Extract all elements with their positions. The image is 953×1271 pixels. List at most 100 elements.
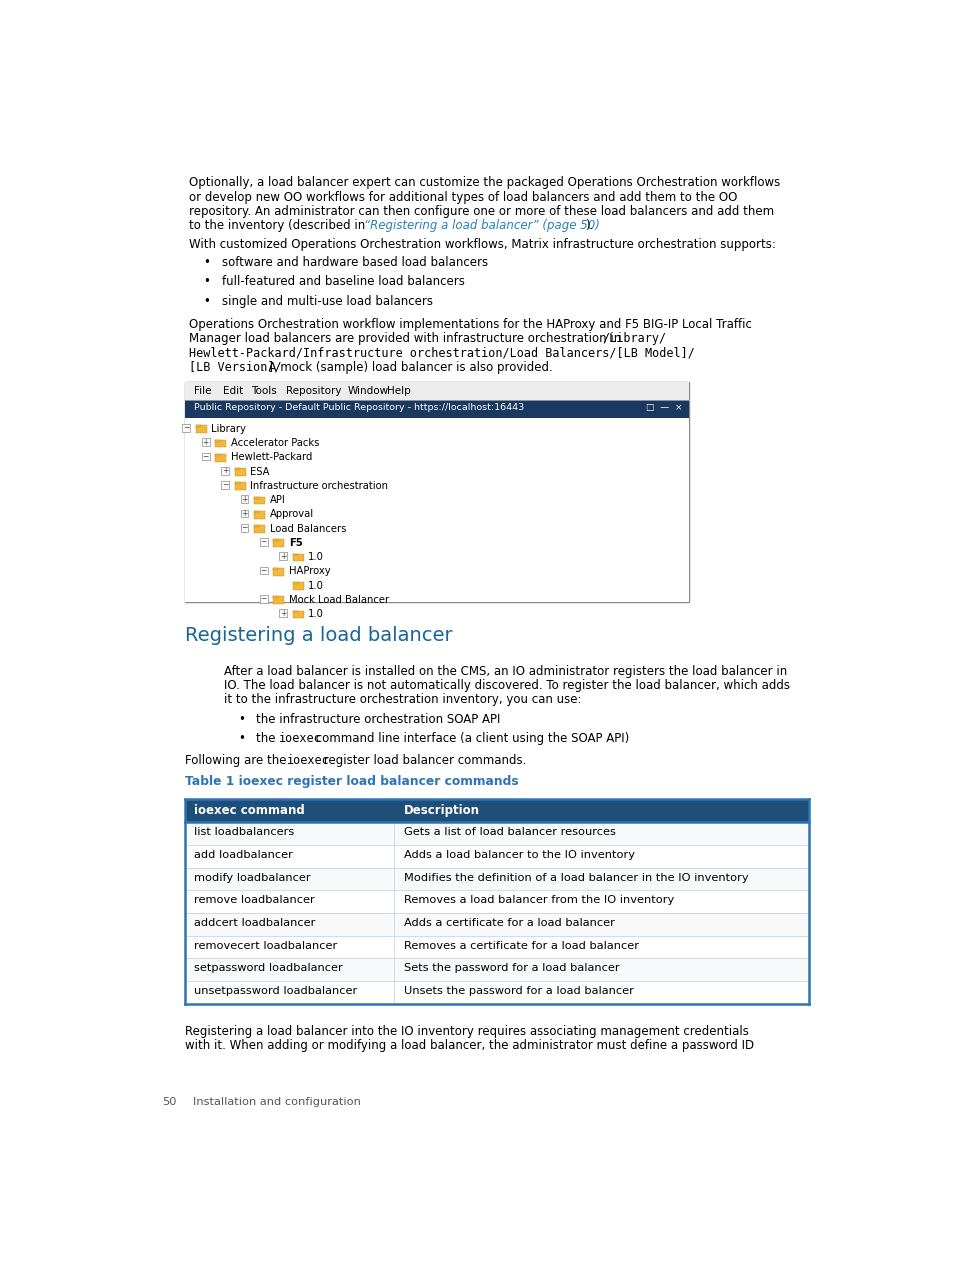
Text: Public Repository - Default Public Repository - https://localhost:16443: Public Repository - Default Public Repos… (194, 403, 524, 412)
Text: . A mock (sample) load balancer is also provided.: . A mock (sample) load balancer is also … (260, 361, 552, 374)
Text: it to the infrastructure orchestration inventory, you can use:: it to the infrastructure orchestration i… (224, 693, 580, 707)
Text: 1.0: 1.0 (308, 609, 324, 619)
Bar (253, 497, 258, 498)
Bar (240, 510, 248, 517)
Bar (253, 511, 258, 512)
Bar (293, 610, 297, 613)
Text: •: • (203, 276, 210, 289)
Bar (240, 496, 248, 503)
Text: Hewlett-Packard/Infrastructure orchestration/Load Balancers/[LB Model]/: Hewlett-Packard/Infrastructure orchestra… (189, 347, 694, 360)
Bar (253, 525, 265, 533)
Text: Mock Load Balancer: Mock Load Balancer (289, 595, 389, 605)
Bar (240, 524, 248, 531)
Bar (215, 454, 220, 456)
Bar (185, 822, 808, 845)
Text: /Library/: /Library/ (601, 333, 665, 346)
Bar (195, 426, 207, 433)
Text: Operations Orchestration workflow implementations for the HAProxy and F5 BIG-IP : Operations Orchestration workflow implem… (189, 318, 751, 332)
Text: +: + (222, 466, 228, 475)
Text: F5: F5 (289, 538, 302, 548)
Text: remove loadbalancer: remove loadbalancer (194, 895, 314, 905)
Text: □  —  ×: □ — × (645, 403, 682, 412)
Bar (202, 452, 210, 460)
Text: Library: Library (212, 423, 246, 433)
Bar (195, 426, 201, 427)
Text: Accelerator Packs: Accelerator Packs (231, 438, 319, 449)
Text: Modifies the definition of a load balancer in the IO inventory: Modifies the definition of a load balanc… (403, 873, 747, 882)
Bar (234, 468, 239, 470)
Bar (185, 868, 808, 890)
Text: ).: ). (584, 219, 593, 233)
Bar (185, 383, 688, 601)
Bar (234, 482, 239, 484)
Text: 1.0: 1.0 (308, 552, 324, 562)
Text: Registering a load balancer into the IO inventory requires associating managemen: Registering a load balancer into the IO … (185, 1026, 748, 1038)
Bar (274, 568, 284, 576)
Text: After a load balancer is installed on the CMS, an IO administrator registers the: After a load balancer is installed on th… (224, 665, 786, 677)
Text: the: the (256, 732, 279, 746)
Bar (274, 539, 284, 547)
Text: Unsets the password for a load balancer: Unsets the password for a load balancer (403, 986, 633, 996)
Bar (274, 596, 278, 599)
Text: command line interface (a client using the SOAP API): command line interface (a client using t… (312, 732, 629, 746)
Bar (185, 981, 808, 1004)
Text: Window: Window (347, 385, 388, 395)
Text: Approval: Approval (270, 510, 314, 520)
Bar (234, 468, 245, 475)
Bar (279, 553, 287, 561)
Text: Tools: Tools (252, 385, 277, 395)
Text: −: − (260, 538, 267, 547)
Bar (185, 958, 808, 981)
Text: ESA: ESA (250, 466, 270, 477)
Text: modify loadbalancer: modify loadbalancer (194, 873, 311, 882)
Bar (293, 582, 303, 590)
Bar (185, 383, 688, 399)
Bar (185, 418, 688, 601)
Text: −: − (241, 524, 248, 533)
Text: +: + (241, 494, 248, 503)
Text: repository. An administrator can then configure one or more of these load balanc: repository. An administrator can then co… (189, 205, 773, 217)
Text: •: • (203, 257, 210, 269)
Text: Edit: Edit (223, 385, 243, 395)
Text: API: API (270, 494, 285, 505)
Text: With customized Operations Orchestration workflows, Matrix infrastructure orches: With customized Operations Orchestration… (189, 238, 775, 250)
Text: with it. When adding or modifying a load balancer, the administrator must define: with it. When adding or modifying a load… (185, 1040, 754, 1052)
Bar (274, 539, 278, 541)
Text: +: + (202, 437, 209, 447)
Bar (185, 399, 688, 418)
Text: •: • (203, 295, 210, 308)
Text: ioexec: ioexec (279, 732, 321, 746)
Text: Registering a load balancer: Registering a load balancer (185, 627, 453, 646)
Text: list loadbalancers: list loadbalancers (194, 827, 294, 838)
Text: addcert loadbalancer: addcert loadbalancer (194, 918, 315, 928)
Text: full-featured and baseline load balancers: full-featured and baseline load balancer… (221, 276, 464, 289)
Text: −: − (260, 595, 267, 604)
Bar (274, 596, 284, 604)
Text: HAProxy: HAProxy (289, 567, 331, 576)
Text: +: + (241, 508, 248, 519)
Text: ioexec command: ioexec command (194, 805, 305, 817)
Text: setpassword loadbalancer: setpassword loadbalancer (194, 963, 343, 974)
Text: −: − (202, 452, 209, 461)
Text: •: • (237, 713, 244, 726)
Bar (253, 525, 258, 527)
Text: “Registering a load balancer” (page 50): “Registering a load balancer” (page 50) (364, 219, 599, 233)
Text: •: • (237, 732, 244, 746)
Text: Description: Description (403, 805, 479, 817)
Bar (221, 482, 229, 489)
Text: software and hardware based load balancers: software and hardware based load balance… (221, 257, 487, 269)
Text: +: + (279, 609, 286, 618)
Bar (274, 568, 278, 569)
Text: add loadbalancer: add loadbalancer (194, 850, 293, 860)
Bar (259, 595, 268, 602)
Bar (259, 567, 268, 574)
Bar (293, 610, 303, 618)
Text: Load Balancers: Load Balancers (270, 524, 346, 534)
Text: or develop new OO workflows for additional types of load balancers and add them : or develop new OO workflows for addition… (189, 191, 737, 203)
Text: Help: Help (387, 385, 411, 395)
Bar (221, 466, 229, 474)
Bar (279, 609, 287, 618)
Text: Manager load balancers are provided with infrastructure orchestration in: Manager load balancers are provided with… (189, 333, 624, 346)
Bar (215, 440, 220, 441)
Text: IO. The load balancer is not automatically discovered. To register the load bala: IO. The load balancer is not automatical… (224, 679, 789, 693)
